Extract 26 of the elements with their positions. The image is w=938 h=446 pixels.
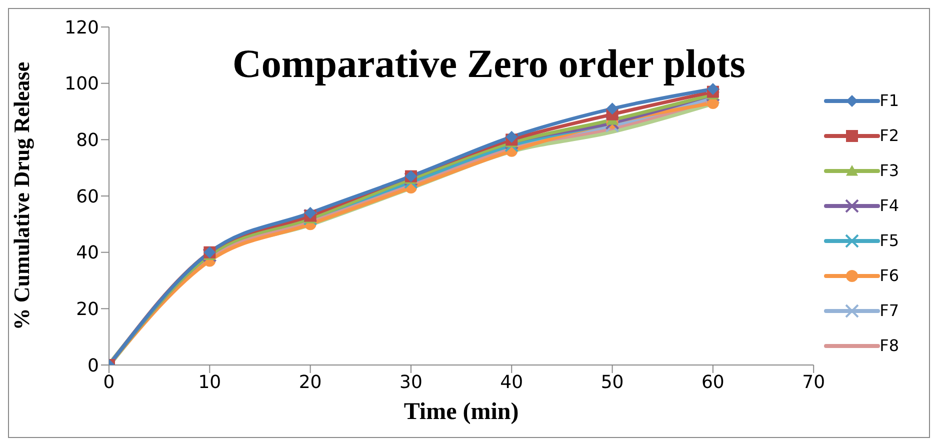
- y-tick-label: 100: [64, 74, 99, 95]
- y-tick-label: 60: [76, 186, 99, 208]
- x-tick-label: 50: [600, 372, 624, 393]
- chart-title: Comparative Zero order plots: [232, 41, 746, 86]
- legend-label: F1: [880, 91, 899, 110]
- x-tick-label: 60: [702, 372, 724, 393]
- y-tick-label: 120: [64, 17, 99, 38]
- x-tick-label: 30: [400, 372, 422, 393]
- y-tick-label: 20: [76, 299, 99, 320]
- x-tick-label: 40: [500, 372, 524, 393]
- y-axis-title: % Cumulative Drug Release: [8, 62, 34, 330]
- legend-label: F4: [880, 196, 899, 215]
- x-tick-label: 70: [802, 372, 826, 393]
- x-tick-label: 10: [198, 372, 222, 393]
- legend-label: F7: [880, 301, 899, 320]
- y-tick-label: 80: [76, 130, 99, 152]
- y-tick-label: 40: [76, 242, 99, 264]
- x-tick-label: 20: [298, 372, 322, 393]
- legend-label: F6: [880, 266, 899, 285]
- y-tick-label: 0: [88, 355, 99, 376]
- x-tick-label: 0: [103, 372, 115, 393]
- legend-label: F8: [880, 336, 899, 355]
- x-axis-title: Time (min): [404, 399, 519, 425]
- legend-label: F5: [880, 231, 899, 250]
- legend-label: F2: [880, 126, 899, 145]
- legend-label: F3: [880, 161, 899, 180]
